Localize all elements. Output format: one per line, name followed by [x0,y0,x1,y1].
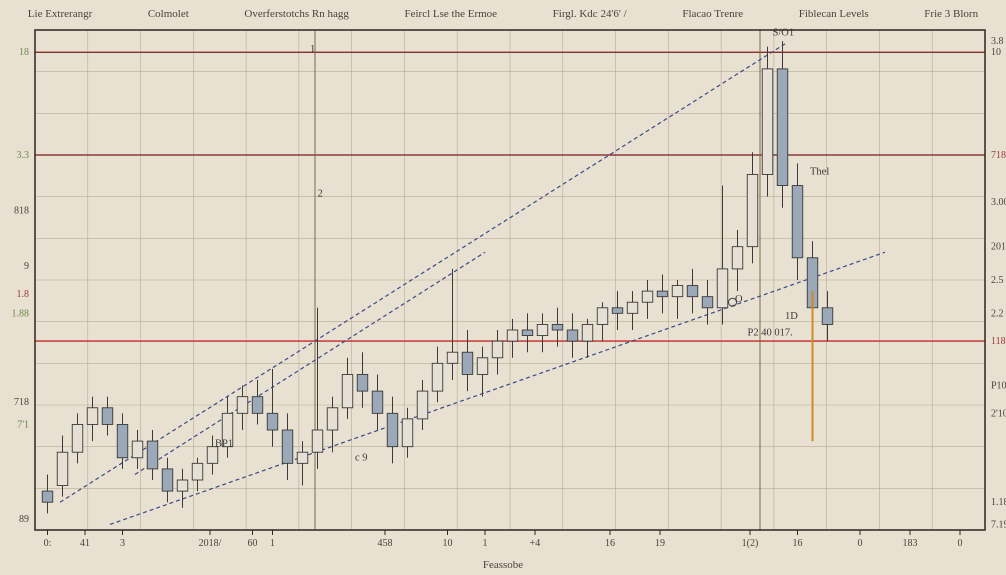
svg-text:1(2): 1(2) [742,538,759,549]
svg-text:818: 818 [14,206,29,217]
svg-text:2018/: 2018/ [199,538,222,549]
svg-text:718: 718 [14,397,29,408]
svg-text:2.2: 2.2 [991,308,1004,319]
svg-text:S/O1: S/O1 [773,28,795,39]
svg-text:2018: 2018 [991,242,1006,253]
svg-text:2'10: 2'10 [991,408,1006,419]
svg-text:BP1: BP1 [215,439,233,450]
svg-text:7'1: 7'1 [17,419,29,430]
svg-text:2: 2 [318,189,323,200]
svg-text:118: 118 [991,336,1006,347]
svg-text:89: 89 [19,514,29,525]
svg-text:P10: P10 [991,381,1006,392]
chart-svg: 183.381891.81.887187'1893.8107183.002018… [0,0,1006,575]
svg-text:16: 16 [605,538,615,549]
x-axis-title: Feassobe [0,559,1006,571]
svg-text:1: 1 [310,44,315,55]
svg-text:1.18: 1.18 [991,497,1006,508]
svg-text:0:: 0: [44,538,52,549]
svg-text:10: 10 [443,538,453,549]
svg-text:3: 3 [120,538,125,549]
svg-text:1.8: 1.8 [17,289,30,300]
svg-text:9: 9 [24,261,29,272]
svg-text:3.8: 3.8 [991,36,1004,47]
svg-text:16: 16 [793,538,803,549]
svg-text:60: 60 [248,538,258,549]
svg-text:1: 1 [483,538,488,549]
svg-text:718: 718 [991,150,1006,161]
svg-text:2.5: 2.5 [991,275,1004,286]
candlestick-chart[interactable]: Lie Extrerangr Colmolet Overferstotchs R… [0,0,1006,575]
svg-text:1: 1 [270,538,275,549]
svg-text:+4: +4 [530,538,541,549]
svg-text:c 9: c 9 [355,453,368,464]
svg-text:1D: 1D [785,311,798,322]
svg-text:41: 41 [80,538,90,549]
svg-text:458: 458 [378,538,393,549]
svg-text:7.19: 7.19 [991,519,1006,530]
svg-text:P2 40 017.: P2 40 017. [748,328,793,339]
svg-text:19: 19 [655,538,665,549]
svg-text:183: 183 [903,538,918,549]
svg-text:3.00: 3.00 [991,197,1006,208]
svg-text:Thel: Thel [810,166,829,177]
svg-text:10: 10 [991,47,1001,58]
svg-text:0: 0 [858,538,863,549]
svg-text:0: 0 [958,538,963,549]
svg-text:3.3: 3.3 [17,150,30,161]
svg-text:1.88: 1.88 [12,308,30,319]
svg-text:18: 18 [19,47,29,58]
